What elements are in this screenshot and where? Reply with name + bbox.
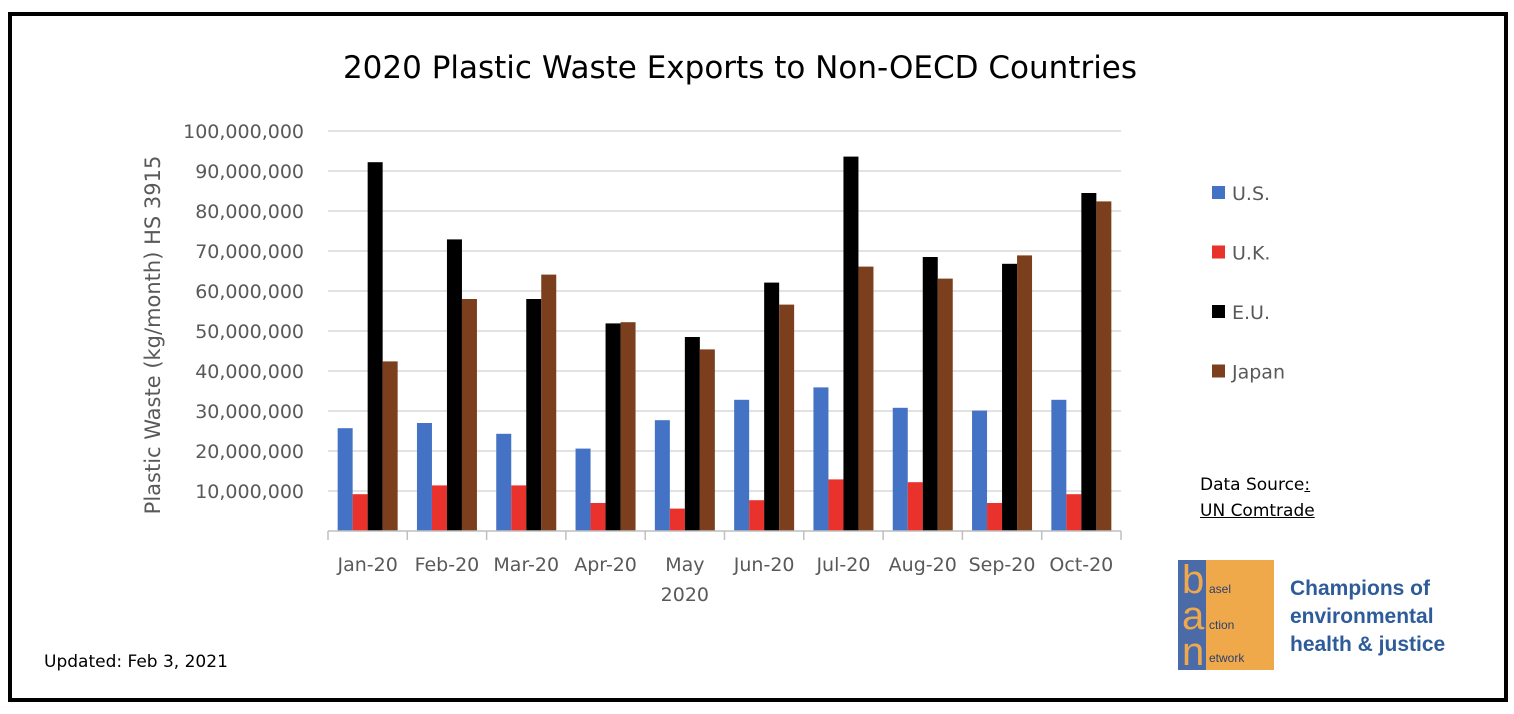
bar: [620, 322, 636, 531]
bar: [669, 508, 685, 531]
data-source-colon: :: [1304, 475, 1311, 495]
y-tick-label: 30,000,000: [195, 401, 304, 423]
bar: [922, 257, 938, 531]
bar: [892, 407, 908, 531]
bar: [431, 485, 447, 531]
updated-date: Updated: Feb 3, 2021: [44, 652, 228, 672]
legend-label: Japan: [1231, 362, 1285, 384]
y-tick-label: 50,000,000: [195, 321, 304, 343]
bar: [987, 503, 1003, 531]
bars: [337, 156, 1112, 531]
data-source-label: Data Source: [1200, 475, 1305, 495]
bar: [1051, 399, 1067, 531]
y-tick-label: 40,000,000: [195, 361, 304, 383]
y-tick-label: 60,000,000: [195, 281, 304, 303]
bar: [511, 485, 527, 531]
bar: [937, 278, 953, 531]
x-tick-label: Jun-20: [733, 554, 795, 576]
bar: [605, 323, 621, 531]
x-tick-label: Jan-20: [336, 554, 397, 576]
bar: [461, 299, 477, 531]
ban-logo: b asel a ction n etwork: [1178, 558, 1274, 674]
bar: [654, 420, 670, 531]
bar: [813, 387, 829, 531]
bar: [575, 448, 591, 531]
bar: [1081, 193, 1097, 531]
legend-swatch: [1212, 364, 1225, 378]
y-tick-label: 100,000,000: [183, 121, 304, 143]
y-tick-label: 70,000,000: [195, 241, 304, 263]
logo-letter-n: n: [1182, 630, 1205, 674]
data-source-name: UN Comtrade: [1200, 501, 1315, 521]
chart-title: 2020 Plastic Waste Exports to Non-OECD C…: [343, 50, 1137, 86]
y-axis-label: Plastic Waste (kg/month) HS 3915: [141, 156, 165, 515]
logo-letter-a: a: [1182, 594, 1205, 638]
bar: [1096, 201, 1112, 531]
legend-label: E.U.: [1232, 302, 1270, 324]
tagline-line-3: health & justice: [1290, 633, 1446, 656]
bar: [749, 500, 765, 531]
x-tick-label: Oct-20: [1049, 554, 1113, 576]
ban-tagline: Champions of environmental health & just…: [1290, 575, 1445, 659]
bar: [858, 266, 874, 531]
bar: [907, 482, 923, 531]
bar: [1017, 255, 1033, 531]
x-tick-label: 2020: [661, 584, 709, 606]
logo-word-asel: asel: [1209, 582, 1232, 596]
bar: [699, 349, 715, 531]
bar: [1066, 494, 1082, 531]
legend-swatch: [1212, 245, 1225, 259]
bar: [828, 479, 844, 531]
legend: U.S. U.K. E.U. Japan: [1212, 183, 1285, 384]
x-tick-label: Feb-20: [415, 554, 480, 576]
bar: [1002, 263, 1018, 531]
bar: [843, 156, 859, 531]
bar: [416, 423, 432, 531]
legend-label: U.K.: [1232, 243, 1270, 265]
data-source: Data Source: UN Comtrade: [1200, 472, 1315, 524]
x-tick-labels: Jan-20 Feb-20 Mar-20 Apr-20 May 2020 Jun-20 Jul…: [336, 554, 1113, 606]
bar: [496, 433, 512, 531]
y-tick-labels: 10,000,000 20,000,000 30,000,000 40,000,000…: [183, 121, 304, 503]
bar: [367, 162, 383, 531]
bar: [684, 337, 700, 531]
y-tick-label: 10,000,000: [195, 481, 304, 503]
bar: [541, 274, 557, 531]
legend-swatch: [1212, 305, 1225, 318]
x-tick-label: Jul-20: [815, 554, 870, 576]
logo-stripe: [1178, 560, 1206, 670]
logo-letter-b: b: [1182, 558, 1205, 602]
x-tick-label: Apr-20: [574, 554, 637, 576]
bar: [526, 299, 542, 531]
bar: [590, 503, 606, 531]
logo-word-ction: ction: [1209, 618, 1235, 632]
x-tick-label: Mar-20: [493, 554, 559, 576]
legend-swatch: [1212, 186, 1225, 199]
y-tick-label: 20,000,000: [195, 441, 304, 463]
bar: [446, 239, 462, 531]
bar: [382, 361, 398, 531]
bar: [779, 304, 795, 531]
bar: [352, 494, 368, 531]
logo-word-etwork: etwork: [1209, 651, 1245, 665]
bar: [734, 399, 750, 531]
bar: [972, 410, 988, 531]
legend-label: U.S.: [1232, 183, 1270, 205]
y-tick-label: 90,000,000: [195, 161, 304, 183]
tagline-line-1: Champions of: [1290, 577, 1430, 600]
bar: [337, 428, 353, 531]
tagline-line-2: environmental: [1290, 605, 1434, 628]
x-axis: [327, 530, 1122, 540]
x-tick-label: May: [665, 554, 704, 576]
x-tick-label: Aug-20: [889, 554, 957, 576]
bar: [764, 282, 780, 531]
y-tick-label: 80,000,000: [195, 201, 304, 223]
x-tick-label: Sep-20: [969, 554, 1036, 576]
